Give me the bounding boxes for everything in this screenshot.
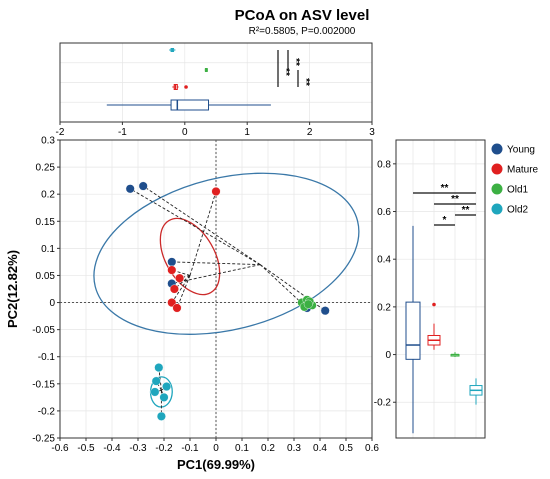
y-tick-label: -0.15 (32, 379, 55, 390)
y-tick-label: -0.2 (38, 406, 56, 417)
centroid-link-old2 (155, 380, 162, 391)
centroid-link-mature (179, 275, 191, 279)
y-tick-label: -0.25 (32, 434, 55, 445)
significance-label: ** (280, 68, 291, 76)
x-tick-label: -2 (56, 127, 65, 138)
centroid-link-young (129, 188, 261, 266)
y-tick-label: 0 (49, 298, 55, 309)
x-tick-label: -1 (118, 127, 127, 138)
legend-marker-old2 (491, 203, 503, 215)
y-tick-label: 0.2 (41, 190, 55, 201)
legend-marker-mature (491, 163, 503, 175)
x-tick-label: 0.2 (261, 443, 275, 454)
y-tick-label: 0.3 (41, 136, 55, 147)
data-point-young (138, 181, 148, 191)
significance-label: ** (451, 194, 459, 205)
box-outlier-mature (184, 85, 188, 89)
legend-label-mature: Mature (507, 165, 539, 176)
y-tick-label: 0.2 (377, 302, 391, 313)
right-boxplot-panel: -0.200.20.40.60.8******* (374, 139, 486, 439)
significance-label: ** (290, 58, 301, 66)
main-scatter-panel: -0.6 -0.5 -0.4 -0.3 -0.2 -0.1 0 0.1 0.2 0.3 0.4 0.5… (5, 136, 379, 473)
x-tick-label: 0.5 (339, 443, 353, 454)
y-tick-label: 0.1 (41, 244, 55, 255)
box-body-young (405, 301, 421, 360)
plot-frame (59, 42, 373, 123)
y-tick-label: 0.6 (377, 207, 391, 218)
y-tick-label: 0.4 (377, 255, 391, 266)
x-tick-label: -0.1 (181, 443, 199, 454)
data-point-mature (175, 273, 185, 283)
y-tick-label: 0.15 (36, 217, 56, 228)
x-tick-label: 0.6 (365, 443, 379, 454)
data-point-mature (169, 284, 179, 294)
centroid-link-mature (176, 275, 191, 309)
data-point-old2 (150, 387, 160, 397)
data-point-old2 (154, 363, 164, 373)
data-point-young (125, 184, 135, 194)
y-tick-label: -0.2 (374, 398, 392, 409)
x-tick-label: 0.4 (313, 443, 327, 454)
significance-label: * (443, 215, 447, 226)
data-point-mature (167, 265, 177, 275)
legend: Young Mature Old1 Old2 (491, 143, 539, 216)
x-tick-label: 0.3 (287, 443, 301, 454)
data-point-young (320, 306, 330, 316)
data-point-old2 (151, 376, 161, 386)
x-tick-label: 0 (213, 443, 219, 454)
data-point-old2 (159, 392, 169, 402)
y-tick-label: -0.1 (38, 352, 56, 363)
chart-subtitle: R²=0.5805, P=0.002000 (249, 26, 356, 37)
box-outlier-mature (432, 302, 436, 307)
y-tick-label: 0.05 (36, 271, 56, 282)
x-tick-label: 3 (369, 127, 375, 138)
significance-label: ** (300, 78, 311, 86)
plot-frame (395, 139, 486, 439)
x-tick-label: 0.1 (235, 443, 249, 454)
x-tick-label: -0.3 (129, 443, 147, 454)
chart-title: PCoA on ASV level (235, 7, 370, 24)
centroid-link-young (142, 185, 261, 265)
data-point-young (167, 257, 177, 267)
legend-label-old2: Old2 (507, 205, 529, 216)
y-tick-label: -0.05 (32, 325, 55, 336)
y-tick-label: 0.8 (377, 159, 391, 170)
x-axis-label: PC1(69.99%) (177, 457, 255, 472)
y-axis-label: PC2(12.82%) (5, 250, 20, 328)
legend-label-old1: Old1 (507, 185, 529, 196)
centroid-link-mature (171, 275, 191, 303)
x-tick-label: 1 (244, 127, 250, 138)
x-tick-label: 2 (307, 127, 313, 138)
centroid-link-young (259, 264, 308, 309)
significance-label: ** (462, 205, 470, 216)
x-tick-label: -0.6 (51, 443, 69, 454)
data-point-old2 (156, 411, 166, 421)
box-body-young (170, 99, 210, 111)
y-tick-label: 0.25 (36, 163, 56, 174)
x-tick-label: -0.4 (103, 443, 121, 454)
significance-label: ** (441, 183, 449, 194)
data-point-old1 (303, 299, 313, 309)
x-tick-label: -0.2 (155, 443, 173, 454)
data-point-mature (172, 303, 182, 313)
legend-marker-young (491, 143, 503, 155)
y-tick-label: 0 (385, 350, 391, 361)
top-boxplot-panel: -2 -1 0 1 2 3 ** ** ** (56, 42, 375, 138)
legend-label-young: Young (507, 145, 535, 156)
data-point-old2 (162, 382, 172, 392)
x-tick-label: -0.5 (77, 443, 95, 454)
x-tick-label: 0 (182, 127, 188, 138)
data-point-mature (211, 186, 221, 196)
legend-marker-old1 (491, 183, 503, 195)
confidence-ellipse-young (93, 172, 360, 335)
